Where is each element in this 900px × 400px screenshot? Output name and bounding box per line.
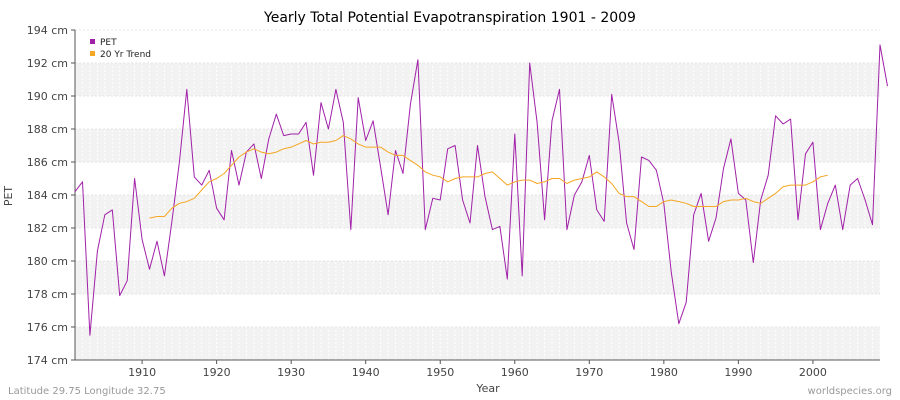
x-tick-label: 2000 [799, 366, 827, 379]
y-tick-label: 190 cm [27, 90, 68, 103]
legend-label-trend: 20 Yr Trend [100, 50, 151, 60]
y-tick-label: 178 cm [27, 288, 68, 301]
footer-location: Latitude 29.75 Longitude 32.75 [8, 386, 166, 397]
x-tick-labels: 1910 1920 1930 1940 1950 1960 1970 1980 1990 2000 [128, 360, 827, 379]
y-tick-label: 194 cm [27, 24, 68, 37]
x-tick-label: 1950 [426, 366, 454, 379]
y-axis-label: PET [2, 186, 15, 207]
y-tick-label: 186 cm [27, 156, 68, 169]
x-tick-label: 1940 [352, 366, 380, 379]
y-tick-labels: 174 cm 176 cm 178 cm 180 cm 182 cm 184 cm 186 … [27, 24, 75, 367]
y-tick-label: 184 cm [27, 189, 68, 202]
y-tick-label: 182 cm [27, 222, 68, 235]
legend-swatch-trend [90, 51, 95, 56]
chart-title: Yearly Total Potential Evapotranspiratio… [263, 10, 636, 26]
x-tick-label: 1980 [650, 366, 678, 379]
x-axis-label: Year [475, 382, 500, 395]
x-tick-label: 1920 [203, 366, 231, 379]
y-tick-label: 188 cm [27, 123, 68, 136]
series-lines [74, 44, 888, 336]
y-tick-label: 174 cm [27, 354, 68, 367]
x-tick-label: 1910 [128, 366, 156, 379]
pet-series-line [74, 44, 888, 336]
x-tick-label: 1960 [501, 366, 529, 379]
x-tick-label: 1990 [724, 366, 752, 379]
y-tick-label: 176 cm [27, 321, 68, 334]
x-tick-label: 1970 [575, 366, 603, 379]
plot-band [75, 261, 880, 294]
y-tick-label: 180 cm [27, 255, 68, 268]
y-tick-label: 192 cm [27, 57, 68, 70]
gridlines [74, 29, 881, 361]
x-tick-label: 1930 [277, 366, 305, 379]
trend-series-line [149, 135, 828, 219]
footer-source: worldspecies.org [808, 386, 892, 397]
legend-swatch-pet [90, 39, 95, 44]
legend-label-pet: PET [100, 38, 117, 48]
legend: PET 20 Yr Trend [90, 38, 151, 60]
